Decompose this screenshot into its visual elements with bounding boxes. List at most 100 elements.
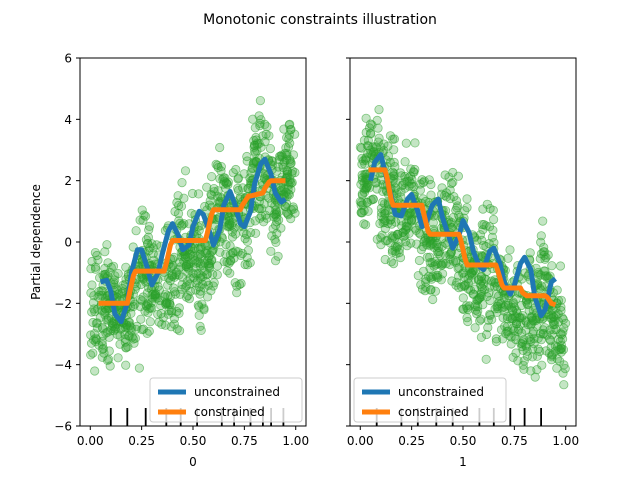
scatter-point xyxy=(191,285,201,295)
scatter-point xyxy=(530,372,540,382)
left-legend: unconstrained constrained xyxy=(149,377,303,423)
scatter-point xyxy=(274,206,284,217)
scatter-point xyxy=(143,298,153,308)
scatter-point xyxy=(361,113,371,123)
scatter-point xyxy=(404,228,414,238)
scatter-point xyxy=(484,222,495,232)
scatter-point xyxy=(138,292,148,302)
scatter-point xyxy=(372,234,382,244)
series-line-unconstrained xyxy=(99,156,287,325)
scatter-point xyxy=(547,350,558,360)
scatter-point xyxy=(167,271,177,281)
scatter-point xyxy=(453,171,463,181)
scatter-point xyxy=(193,300,203,310)
scatter-point xyxy=(446,178,457,189)
scatter-point xyxy=(553,334,564,344)
scatter-point xyxy=(503,298,513,308)
scatter-point xyxy=(424,175,434,185)
scatter-point xyxy=(228,168,238,178)
scatter-point xyxy=(556,295,566,305)
scatter-point xyxy=(203,292,213,302)
scatter-point xyxy=(135,215,145,225)
scatter-point xyxy=(92,250,102,261)
scatter-point xyxy=(212,261,223,271)
scatter-point xyxy=(145,317,155,327)
scatter-point xyxy=(423,271,434,282)
scatter-point xyxy=(212,270,222,280)
scatter-point xyxy=(533,333,543,343)
scatter-point xyxy=(206,189,216,199)
scatter-point xyxy=(558,327,568,337)
legend-label-constrained: constrained xyxy=(398,405,469,419)
scatter-point xyxy=(484,239,494,249)
x-tick-label: 0.00 xyxy=(347,434,374,448)
scatter-point xyxy=(177,280,187,290)
scatter-point xyxy=(290,208,300,218)
scatter-point xyxy=(160,298,171,309)
left-y-axis-label: Partial dependence xyxy=(29,184,43,300)
x-tick-label: 1.00 xyxy=(552,434,579,448)
scatter-point xyxy=(221,249,231,259)
scatter-point xyxy=(159,292,170,302)
scatter-point xyxy=(113,330,123,340)
scatter-point xyxy=(511,294,521,304)
y-tick-label: −2 xyxy=(54,297,72,311)
scatter-point xyxy=(377,197,388,207)
scatter-point xyxy=(163,280,173,290)
scatter-point xyxy=(270,256,281,266)
scatter-point xyxy=(491,334,501,344)
scatter-point xyxy=(389,145,399,155)
scatter-point xyxy=(558,344,569,355)
scatter-point xyxy=(222,266,232,276)
scatter-point xyxy=(559,380,569,390)
scatter-point xyxy=(380,217,390,227)
y-tick-label: 2 xyxy=(64,174,72,188)
scatter-point xyxy=(269,209,280,219)
scatter-point xyxy=(356,179,366,189)
scatter-point xyxy=(108,261,119,271)
scatter-point xyxy=(547,261,557,271)
scatter-point xyxy=(144,225,154,235)
scatter-point xyxy=(174,200,184,211)
y-tick-label: −4 xyxy=(54,358,72,372)
scatter-point xyxy=(227,232,238,242)
scatter-point xyxy=(86,288,96,298)
scatter-point xyxy=(221,240,231,250)
scatter-point xyxy=(356,143,367,153)
scatter-point xyxy=(374,105,384,115)
scatter-point xyxy=(373,123,383,133)
scatter-point xyxy=(379,139,389,149)
scatter-point xyxy=(180,166,191,176)
scatter-point xyxy=(245,258,255,268)
scatter-point xyxy=(410,223,420,233)
scatter-point xyxy=(390,162,400,172)
scatter-point xyxy=(155,295,165,306)
scatter-point xyxy=(386,257,396,267)
scatter-point xyxy=(477,220,487,230)
scatter-point xyxy=(426,190,436,200)
scatter-point xyxy=(261,129,271,139)
scatter-point xyxy=(470,323,480,333)
scatter-point xyxy=(209,278,219,288)
scatter-point xyxy=(484,288,494,298)
scatter-point xyxy=(264,131,274,141)
scatter-point xyxy=(360,159,370,169)
scatter-point xyxy=(555,261,566,271)
scatter-point xyxy=(448,177,458,187)
scatter-point xyxy=(238,183,248,193)
scatter-point xyxy=(203,280,213,290)
scatter-point xyxy=(290,167,300,178)
scatter-point xyxy=(536,237,546,247)
scatter-point xyxy=(90,306,100,317)
legend-label-unconstrained: unconstrained xyxy=(398,385,484,399)
scatter-point xyxy=(197,299,207,309)
scatter-point xyxy=(400,157,410,167)
scatter-point xyxy=(401,138,411,148)
scatter-point xyxy=(171,289,181,299)
scatter-point xyxy=(533,267,543,278)
scatter-point xyxy=(116,324,126,334)
scatter-point xyxy=(266,246,276,256)
scatter-point xyxy=(90,366,100,376)
scatter-point xyxy=(239,228,249,238)
